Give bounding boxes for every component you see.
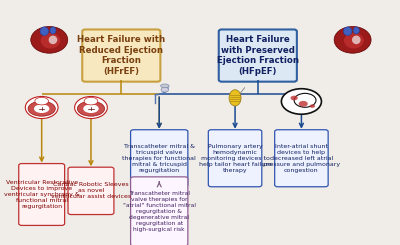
Ellipse shape xyxy=(41,33,60,49)
Circle shape xyxy=(294,93,316,107)
Text: Ventricular Restorative
Devices to improve
ventricular synchrony &
functional mi: Ventricular Restorative Devices to impro… xyxy=(4,180,80,209)
Text: Cardiac Robotic Sleeves
as novel
ventricular assist devices: Cardiac Robotic Sleeves as novel ventric… xyxy=(51,182,131,199)
Circle shape xyxy=(299,101,308,107)
Ellipse shape xyxy=(343,27,352,36)
Circle shape xyxy=(310,104,315,108)
FancyBboxPatch shape xyxy=(130,177,188,245)
Text: Heart Failure
with Preserved
Ejection Fraction
(HFpEF): Heart Failure with Preserved Ejection Fr… xyxy=(217,35,299,76)
FancyBboxPatch shape xyxy=(68,167,114,215)
Ellipse shape xyxy=(84,97,98,105)
FancyBboxPatch shape xyxy=(82,29,160,82)
Ellipse shape xyxy=(229,90,241,106)
Ellipse shape xyxy=(352,36,361,44)
Ellipse shape xyxy=(49,36,57,44)
Ellipse shape xyxy=(50,27,56,34)
Ellipse shape xyxy=(353,27,359,34)
FancyBboxPatch shape xyxy=(219,29,297,82)
Ellipse shape xyxy=(31,26,68,53)
Text: Transcatheter mitral
valve therapies for
"atrial" functional mitral
regurgitatio: Transcatheter mitral valve therapies for… xyxy=(123,191,196,232)
Ellipse shape xyxy=(25,97,58,119)
Circle shape xyxy=(290,96,298,100)
Ellipse shape xyxy=(35,97,48,105)
FancyBboxPatch shape xyxy=(19,164,65,225)
Ellipse shape xyxy=(28,101,55,116)
Text: Pulmonary artery
hemodynamic
monitoring devices to
help tailor heart failure
the: Pulmonary artery hemodynamic monitoring … xyxy=(199,144,272,173)
FancyBboxPatch shape xyxy=(208,130,262,187)
Circle shape xyxy=(161,87,168,92)
Ellipse shape xyxy=(34,104,50,113)
FancyBboxPatch shape xyxy=(130,130,188,187)
Ellipse shape xyxy=(74,97,107,119)
FancyBboxPatch shape xyxy=(275,130,328,187)
Ellipse shape xyxy=(77,101,105,116)
Circle shape xyxy=(281,89,322,114)
Text: Heart Failure with
Reduced Ejection
Fraction
(HFrEF): Heart Failure with Reduced Ejection Frac… xyxy=(77,35,165,76)
Ellipse shape xyxy=(83,104,99,113)
Ellipse shape xyxy=(334,26,371,53)
Ellipse shape xyxy=(160,84,169,88)
Ellipse shape xyxy=(40,27,49,36)
Text: Inter-atrial shunt
devices to help
decreased left atrial
pressure and pulmonary
: Inter-atrial shunt devices to help decre… xyxy=(263,144,340,173)
Ellipse shape xyxy=(344,33,364,49)
Text: Transcatheter mitral &
tricuspid valve
therapies for functional
mitral & tricusp: Transcatheter mitral & tricuspid valve t… xyxy=(122,144,196,173)
